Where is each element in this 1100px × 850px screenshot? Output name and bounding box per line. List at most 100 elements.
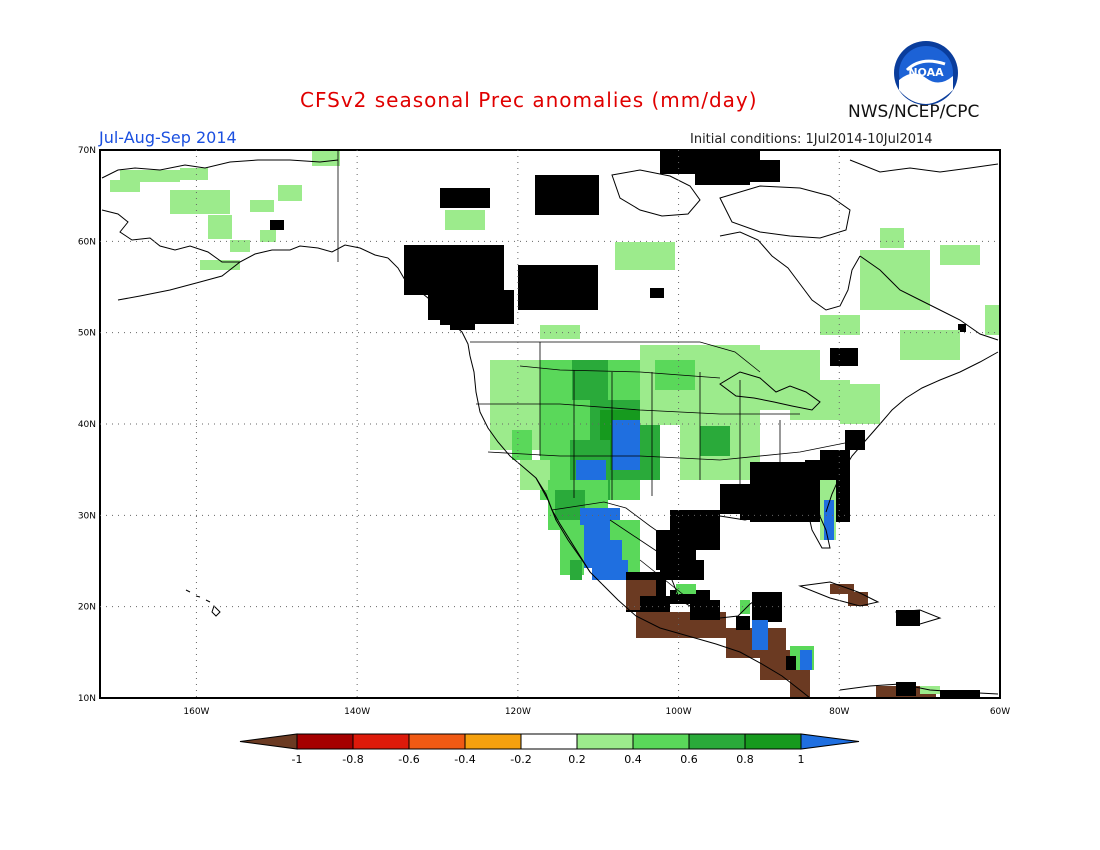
baja-coastline bbox=[535, 477, 591, 573]
anomaly-cell bbox=[445, 210, 485, 230]
anomaly-cell bbox=[958, 324, 966, 332]
us-east-coastline bbox=[825, 351, 999, 513]
colorbar-swatch bbox=[464, 733, 522, 750]
south-america-coastline bbox=[839, 683, 999, 695]
anomaly-cell bbox=[800, 478, 825, 498]
anomaly-cell bbox=[676, 584, 696, 594]
anomaly-cells bbox=[110, 150, 999, 698]
lat-tick-label: 70N bbox=[78, 146, 96, 156]
political-borders bbox=[337, 150, 861, 601]
anomaly-cell bbox=[940, 690, 980, 698]
anomaly-cell bbox=[695, 165, 750, 185]
anomaly-cell bbox=[542, 285, 562, 305]
anomaly-cell bbox=[840, 384, 880, 424]
anomaly-cell bbox=[690, 600, 720, 620]
colorbar-swatch bbox=[688, 733, 746, 750]
state-lines-h2 bbox=[487, 439, 861, 461]
agency-label: NWS/NCEP/CPC bbox=[848, 102, 980, 122]
colorbar-arrow-low bbox=[239, 733, 298, 750]
colorbar-label: -0.2 bbox=[510, 753, 531, 766]
anomaly-cell bbox=[700, 426, 730, 456]
anomaly-cell bbox=[208, 215, 232, 239]
colorbar-swatch bbox=[408, 733, 466, 750]
anomaly-cell bbox=[800, 650, 812, 670]
anomaly-cell bbox=[820, 450, 850, 470]
anomaly-cell bbox=[848, 592, 868, 606]
forecast-period: Jul-Aug-Sep 2014 bbox=[99, 128, 237, 147]
anomaly-cell bbox=[270, 220, 284, 230]
colorbar-swatch bbox=[352, 733, 410, 750]
state-lines-h1 bbox=[476, 403, 800, 415]
colorbar-swatch bbox=[296, 733, 354, 750]
anomaly-cell bbox=[650, 288, 664, 298]
anomaly-cell bbox=[820, 315, 860, 335]
anomaly-cell bbox=[615, 242, 675, 270]
great-lakes bbox=[719, 371, 821, 411]
anomaly-cell bbox=[736, 616, 750, 630]
arctic-island-2 bbox=[719, 185, 851, 239]
bc-coastline bbox=[387, 257, 471, 357]
anomaly-cell bbox=[896, 682, 916, 696]
initial-conditions: Initial conditions: 1Jul2014-10Jul2014 bbox=[690, 132, 933, 147]
anomaly-cell bbox=[786, 656, 796, 670]
anomaly-cell bbox=[640, 596, 670, 616]
anomaly-cell bbox=[612, 420, 640, 470]
anomaly-cell bbox=[764, 594, 780, 610]
anomaly-cell bbox=[900, 330, 960, 360]
lat-tick-label: 20N bbox=[78, 603, 96, 613]
lon-tick-label: 60W bbox=[990, 707, 1010, 717]
cuba-coastline bbox=[798, 581, 880, 607]
anomaly-cell bbox=[520, 460, 550, 490]
alaska-coastline bbox=[101, 159, 339, 179]
anomaly-cell bbox=[440, 188, 490, 208]
anomaly-cell bbox=[940, 245, 980, 265]
anomaly-cell bbox=[180, 168, 208, 180]
colorbar-label: 1 bbox=[798, 753, 805, 766]
anomaly-cell bbox=[824, 500, 834, 540]
colorbar-swatch bbox=[520, 733, 578, 750]
colorbar-swatch bbox=[576, 733, 634, 750]
anomaly-cell bbox=[170, 190, 230, 214]
anomaly-cell bbox=[740, 160, 780, 182]
alaska-peninsula bbox=[117, 261, 241, 301]
gulf-coast-us bbox=[687, 509, 831, 549]
anomaly-cell bbox=[312, 150, 340, 166]
anomaly-cell bbox=[535, 175, 599, 215]
anomaly-cell bbox=[860, 250, 930, 310]
lat-tick-label: 60N bbox=[78, 237, 96, 247]
anomaly-cell bbox=[845, 430, 865, 450]
anomaly-cell bbox=[200, 260, 240, 270]
anomaly-cell bbox=[540, 325, 580, 339]
anomaly-cell bbox=[752, 620, 768, 650]
noaa-logo: NOAA bbox=[894, 41, 958, 105]
lat-tick-label: 10N bbox=[78, 694, 96, 704]
anomaly-cell bbox=[830, 348, 858, 366]
us-canada-border bbox=[470, 341, 761, 373]
gridlines bbox=[100, 150, 1000, 698]
anomaly-cell bbox=[740, 600, 750, 614]
lat-tick-label: 40N bbox=[78, 420, 96, 430]
state-lines-v bbox=[539, 342, 781, 510]
colorbar-label: 0.4 bbox=[624, 753, 642, 766]
anomaly-cell bbox=[880, 228, 904, 248]
colorbar-label: 0.8 bbox=[736, 753, 754, 766]
noaa-logo-text: NOAA bbox=[908, 66, 944, 79]
colorbar-label: -0.6 bbox=[398, 753, 419, 766]
anomaly-cell bbox=[512, 430, 532, 460]
anomaly-cell bbox=[985, 305, 999, 335]
mexico-states bbox=[609, 519, 691, 601]
lat-tick-label: 30N bbox=[78, 511, 96, 521]
alaska-south-coastline bbox=[101, 209, 389, 263]
colorbar: -1 -0.8 -0.6 -0.4 -0.2 0.2 0.4 0.6 0.8 1 bbox=[239, 733, 860, 766]
lon-tick-label: 80W bbox=[829, 707, 849, 717]
anomaly-cell bbox=[120, 170, 180, 182]
colorbar-label: 0.2 bbox=[568, 753, 586, 766]
us-mexico-border bbox=[551, 501, 688, 541]
axis-tick-labels: 70N 60N 50N 40N 30N 20N 10N 160W 140W 120W 100W 80W… bbox=[78, 146, 1010, 717]
anomaly-cell bbox=[790, 670, 810, 698]
colorbar-swatch bbox=[744, 733, 802, 750]
anomaly-cell bbox=[740, 500, 770, 520]
coastline-outlines bbox=[101, 159, 999, 699]
hawaii-islands bbox=[185, 589, 221, 617]
